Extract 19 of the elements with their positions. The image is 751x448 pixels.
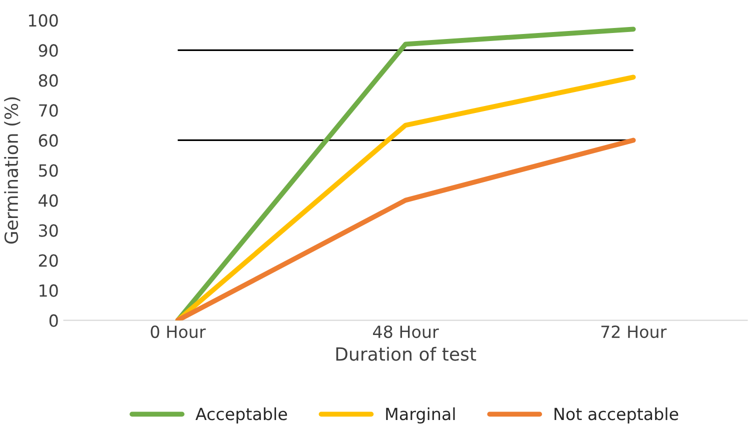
legend-label: Acceptable	[195, 407, 287, 424]
y-tick-label: 40	[38, 194, 58, 207]
legend-label: Not acceptable	[554, 407, 678, 424]
y-tick-label: 60	[38, 134, 58, 147]
y-tick-label: 70	[39, 104, 58, 117]
y-tick-label: 10	[40, 284, 58, 297]
y-tick-label: 100	[28, 14, 58, 27]
x-tick-label: 0 Hour	[150, 325, 206, 338]
x-axis-title: Duration of test	[336, 346, 476, 361]
y-tick-label: 20	[38, 254, 58, 267]
y-tick-label: 30	[39, 224, 58, 237]
y-tick-label: 80	[38, 74, 58, 87]
legend-label: Marginal	[386, 407, 455, 424]
y-tick-label: 90	[38, 44, 58, 57]
y-axis-title: Germination (%)	[4, 97, 20, 244]
x-tick-label: 72 Hour	[601, 325, 667, 338]
y-tick-label: 0	[49, 314, 58, 327]
x-tick-label: 48 Hour	[373, 325, 439, 338]
y-tick-label: 50	[39, 164, 58, 177]
